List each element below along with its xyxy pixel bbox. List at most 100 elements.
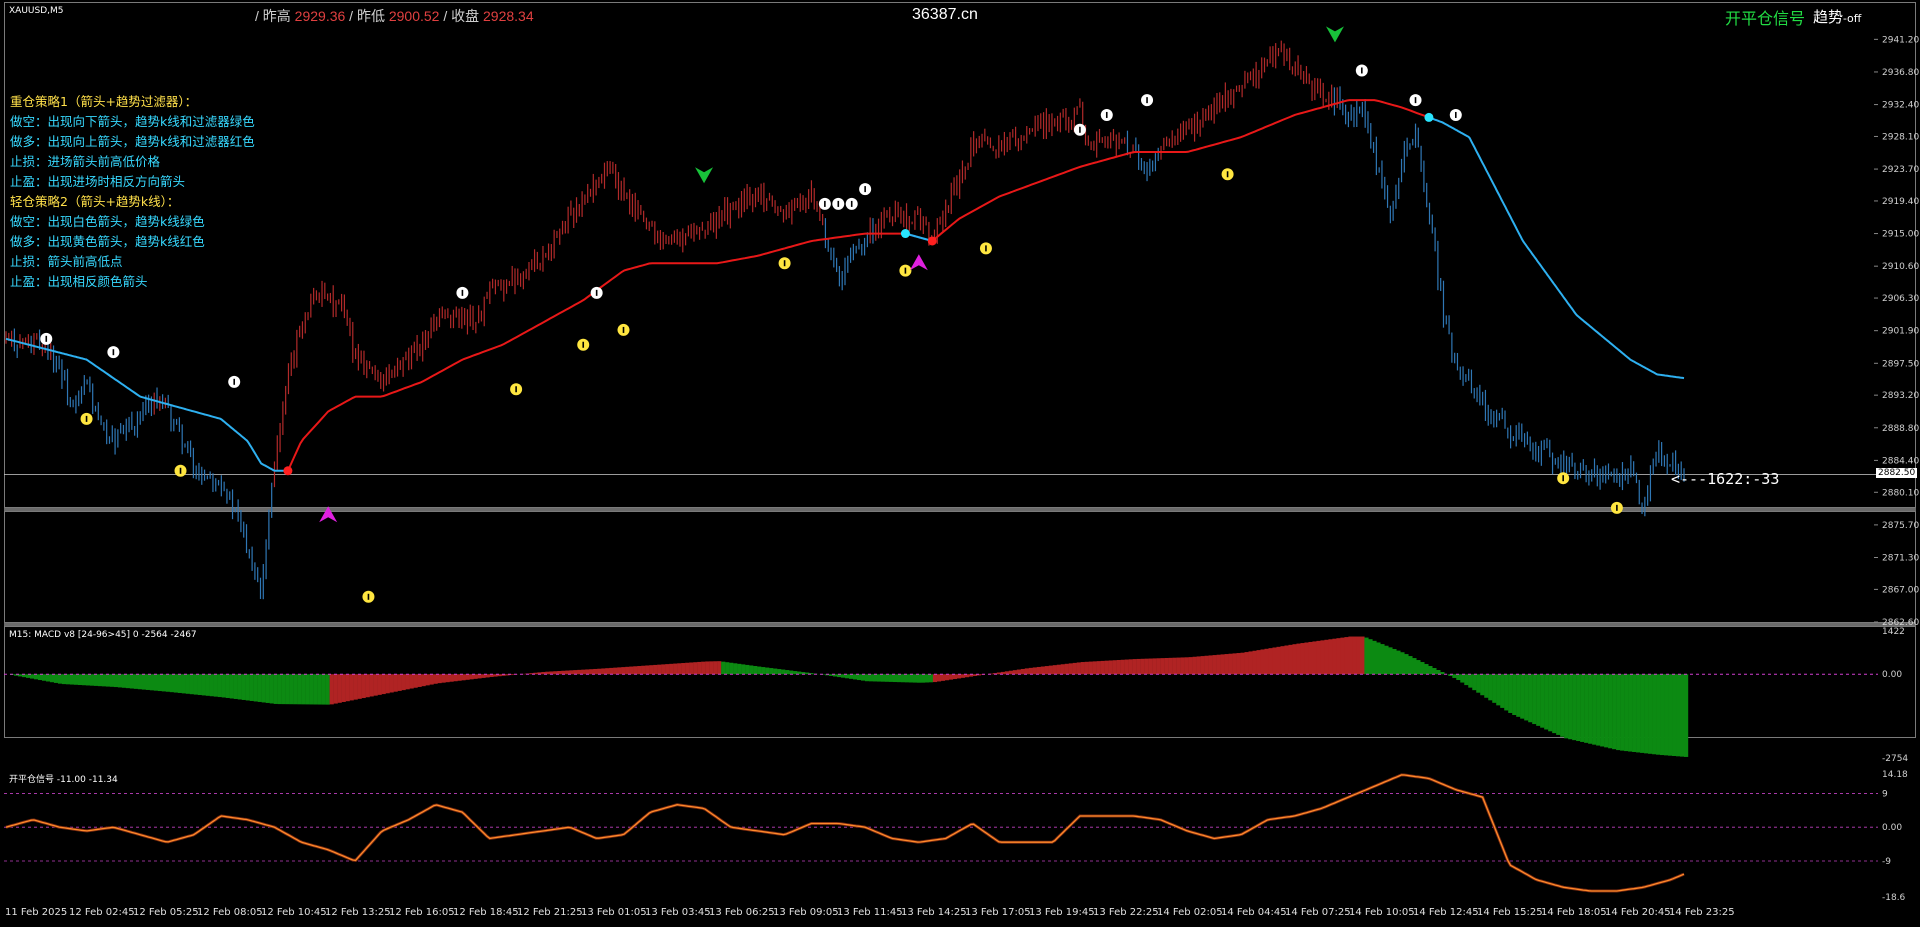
macd-bar [389, 674, 394, 693]
macd-bar [1092, 661, 1097, 675]
trend-state: -off [1843, 12, 1862, 25]
macd-bar [93, 674, 99, 686]
pane-separator[interactable] [4, 623, 1916, 626]
macd-bar [169, 674, 175, 693]
macd-bar [165, 674, 171, 692]
macd-bar [161, 674, 167, 692]
macd-bar [257, 674, 262, 702]
macd-bar [77, 674, 83, 686]
macd-bar [868, 674, 874, 682]
macd-bar [892, 674, 898, 683]
time-axis-label: 12 Feb 16:05 [389, 907, 455, 918]
macd-bar [1528, 674, 1533, 723]
pane-separator[interactable] [4, 508, 1916, 511]
macd-bar [1532, 674, 1537, 725]
trend-switch-dot [927, 236, 937, 246]
macd-bar [637, 666, 642, 675]
macd-bar [852, 674, 858, 680]
time-axis-label: 13 Feb 22:25 [1093, 907, 1159, 918]
trend-line-bear [1428, 116, 1685, 380]
macd-bar [960, 674, 966, 678]
macd-bar [1004, 671, 1010, 675]
macd-bar [105, 674, 111, 687]
macd-bar [349, 674, 354, 701]
macd-bar [633, 666, 638, 675]
macd-bar [225, 674, 230, 698]
macd-bar [1388, 647, 1393, 675]
macd-title: M15: MACD v8 [24-96>45] 0 -2564 -2467 [9, 630, 197, 640]
close-value: 2928.34 [483, 8, 534, 24]
macd-bar [1164, 657, 1169, 675]
macd-bar [797, 671, 802, 675]
macd-bar [1460, 674, 1465, 683]
macd-bar [681, 663, 686, 675]
macd-bar [1152, 658, 1157, 675]
macd-bar [341, 674, 346, 702]
macd-bar [1672, 674, 1677, 757]
macd-bar [449, 674, 454, 682]
price-pane[interactable] [4, 2, 1916, 508]
time-axis-label: 13 Feb 03:45 [645, 907, 711, 918]
macd-bar [1220, 654, 1225, 675]
macd-bar [1376, 642, 1381, 675]
macd-bar [785, 670, 790, 675]
macd-bar [1308, 641, 1313, 675]
prev-high-label: / 昨高 [255, 8, 291, 24]
macd-bar [1240, 652, 1245, 675]
macd-bar [1396, 650, 1401, 675]
trend-line-bull [286, 232, 906, 472]
macd-bar [1452, 674, 1457, 678]
macd-bar [1104, 660, 1109, 675]
macd-bar [73, 674, 79, 685]
macd-bar [205, 674, 210, 696]
macd-bar [421, 674, 426, 687]
time-axis-label: 12 Feb 08:05 [197, 907, 263, 918]
macd-bar [1008, 670, 1014, 675]
strategy-note-line: 做多：出现黄色箭头，趋势k线红色 [10, 234, 205, 249]
macd-bar [29, 674, 35, 679]
trend-line-bull [931, 99, 1430, 242]
macd-bar [733, 663, 738, 675]
macd-bar [1176, 657, 1181, 675]
time-axis-label: 14 Feb 20:45 [1605, 907, 1671, 918]
time-axis-label: 13 Feb 14:25 [901, 907, 967, 918]
macd-bar [1024, 668, 1029, 675]
macd-bar [301, 674, 306, 705]
macd-bar [1432, 668, 1437, 675]
macd-bar [201, 674, 206, 696]
osc-line-shadow [5, 773, 1685, 893]
macd-bar [1076, 662, 1081, 675]
macd-bar [293, 674, 298, 705]
macd-bar [253, 674, 258, 702]
macd-bar [1016, 669, 1021, 675]
macd-bar [1500, 674, 1505, 708]
macd-axis-label: 0.00 [1882, 670, 1902, 680]
macd-bar [549, 671, 554, 675]
macd-bar [1560, 674, 1565, 737]
macd-bar [1304, 642, 1309, 675]
macd-bar [1612, 674, 1617, 750]
macd-bar [477, 674, 482, 679]
macd-bar [789, 670, 794, 675]
macd-bar [952, 674, 958, 680]
macd-bar [1556, 674, 1561, 735]
macd-bar [429, 674, 434, 685]
macd-pane[interactable] [4, 511, 1916, 623]
macd-bar [445, 674, 450, 683]
macd-bar [125, 674, 131, 689]
trend-switch-dot [1424, 112, 1434, 122]
macd-bar [641, 665, 646, 675]
macd-bar [625, 666, 630, 675]
macd-bar [1036, 666, 1041, 675]
macd-bar [1620, 674, 1625, 751]
macd-bar [541, 671, 546, 675]
macd-bar [1348, 636, 1353, 675]
macd-bar [1116, 659, 1121, 675]
macd-bar [1588, 674, 1593, 744]
macd-bar [972, 674, 978, 677]
macd-bar [1156, 658, 1161, 675]
macd-bar [313, 674, 318, 705]
price-tick-label: 2923.70 [1882, 165, 1919, 175]
macd-bar [585, 669, 590, 675]
macd-bar [1660, 674, 1665, 756]
